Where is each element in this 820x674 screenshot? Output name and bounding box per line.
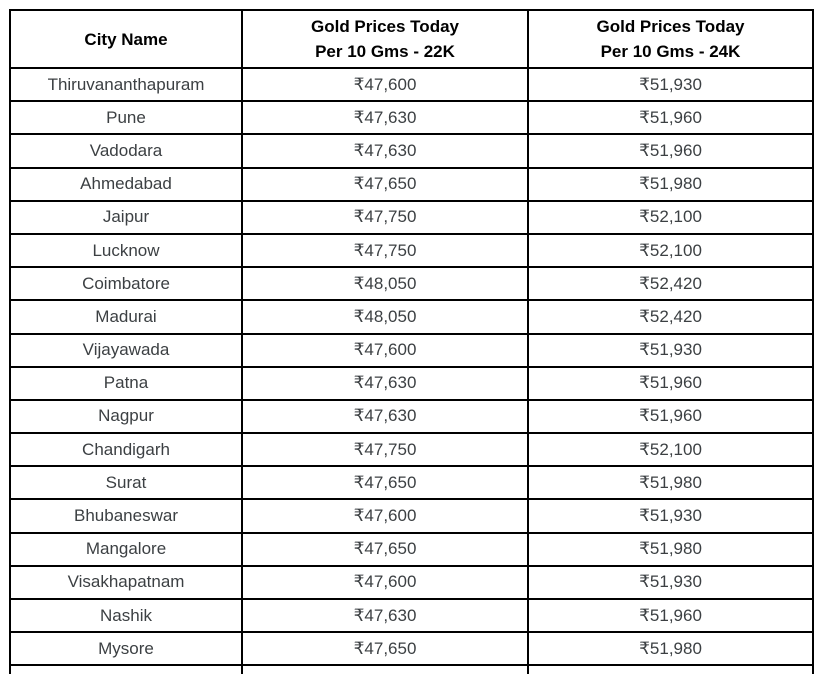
table-row: Mysore ₹47,650 ₹51,980	[9, 631, 814, 667]
price-22k-cell: ₹47,650	[241, 166, 529, 202]
city-cell: Vijayawada	[9, 332, 243, 368]
header-22k-line1: Gold Prices Today	[310, 17, 459, 36]
city-cell: Thiruvananthapuram	[9, 66, 243, 103]
price-22k-cell: ₹47,600	[241, 332, 529, 368]
table-body: Thiruvananthapuram ₹47,600 ₹51,930 Pune …	[9, 66, 814, 674]
city-cell: Surat	[9, 465, 243, 501]
price-24k-cell: ₹51,960	[527, 597, 814, 634]
table-row	[9, 664, 814, 674]
city-cell: Ahmedabad	[9, 166, 243, 202]
price-24k-cell: ₹51,980	[527, 631, 814, 667]
city-cell	[9, 664, 243, 674]
price-24k-cell: ₹51,930	[527, 564, 814, 601]
price-24k-cell: ₹51,930	[527, 66, 814, 103]
table-row: Jaipur ₹47,750 ₹52,100	[9, 199, 814, 235]
price-24k-cell: ₹52,100	[527, 432, 814, 468]
price-24k-cell	[527, 664, 814, 674]
table-row: Nagpur ₹47,630 ₹51,960	[9, 398, 814, 435]
price-24k-cell: ₹51,960	[527, 100, 814, 136]
header-22k: Gold Prices Today Per 10 Gms - 22K	[241, 9, 529, 69]
header-city-name: City Name	[9, 9, 243, 69]
price-24k-cell: ₹51,930	[527, 498, 814, 534]
table-row: Vadodara ₹47,630 ₹51,960	[9, 133, 814, 169]
price-22k-cell: ₹48,050	[241, 266, 529, 302]
city-cell: Nashik	[9, 597, 243, 634]
price-24k-cell: ₹52,100	[527, 199, 814, 235]
table-row: Coimbatore ₹48,050 ₹52,420	[9, 266, 814, 302]
price-24k-cell: ₹51,960	[527, 365, 814, 401]
price-24k-cell: ₹51,980	[527, 531, 814, 567]
city-cell: Madurai	[9, 299, 243, 335]
table-row: Nashik ₹47,630 ₹51,960	[9, 597, 814, 634]
price-22k-cell: ₹47,630	[241, 100, 529, 136]
city-cell: Nagpur	[9, 398, 243, 435]
header-24k: Gold Prices Today Per 10 Gms - 24K	[527, 9, 814, 69]
table-row: Ahmedabad ₹47,650 ₹51,980	[9, 166, 814, 202]
price-22k-cell: ₹47,750	[241, 232, 529, 269]
header-city-label: City Name	[84, 29, 168, 49]
price-22k-cell: ₹47,650	[241, 531, 529, 567]
price-22k-cell: ₹47,750	[241, 432, 529, 468]
table-row: Pune ₹47,630 ₹51,960	[9, 100, 814, 136]
price-24k-cell: ₹51,960	[527, 398, 814, 435]
price-22k-cell: ₹48,050	[241, 299, 529, 335]
table-row: Chandigarh ₹47,750 ₹52,100	[9, 432, 814, 468]
city-cell: Lucknow	[9, 232, 243, 269]
city-cell: Vadodara	[9, 133, 243, 169]
price-24k-cell: ₹51,980	[527, 465, 814, 501]
price-22k-cell: ₹47,630	[241, 133, 529, 169]
price-22k-cell	[241, 664, 529, 674]
header-row: City Name Gold Prices Today Per 10 Gms -…	[9, 9, 814, 69]
price-22k-cell: ₹47,600	[241, 564, 529, 601]
city-cell: Visakhapatnam	[9, 564, 243, 601]
city-cell: Bhubaneswar	[9, 498, 243, 534]
price-22k-cell: ₹47,630	[241, 398, 529, 435]
price-22k-cell: ₹47,630	[241, 597, 529, 634]
header-24k-line1: Gold Prices Today	[596, 17, 745, 36]
city-cell: Mysore	[9, 631, 243, 667]
header-22k-line2: Per 10 Gms - 22K	[315, 42, 455, 61]
city-cell: Patna	[9, 365, 243, 401]
price-24k-cell: ₹51,960	[527, 133, 814, 169]
city-cell: Coimbatore	[9, 266, 243, 302]
price-22k-cell: ₹47,650	[241, 465, 529, 501]
table-row: Madurai ₹48,050 ₹52,420	[9, 299, 814, 335]
table-row: Mangalore ₹47,650 ₹51,980	[9, 531, 814, 567]
header-24k-line2: Per 10 Gms - 24K	[600, 42, 741, 61]
table-row: Bhubaneswar ₹47,600 ₹51,930	[9, 498, 814, 534]
city-cell: Mangalore	[9, 531, 243, 567]
table-row: Patna ₹47,630 ₹51,960	[9, 365, 814, 401]
table-row: Visakhapatnam ₹47,600 ₹51,930	[9, 564, 814, 601]
price-24k-cell: ₹52,420	[527, 266, 814, 302]
price-22k-cell: ₹47,650	[241, 631, 529, 667]
table-row: Lucknow ₹47,750 ₹52,100	[9, 232, 814, 269]
city-cell: Jaipur	[9, 199, 243, 235]
city-cell: Chandigarh	[9, 432, 243, 468]
price-22k-cell: ₹47,750	[241, 199, 529, 235]
price-22k-cell: ₹47,630	[241, 365, 529, 401]
city-cell: Pune	[9, 100, 243, 136]
price-22k-cell: ₹47,600	[241, 498, 529, 534]
table-row: Vijayawada ₹47,600 ₹51,930	[9, 332, 814, 368]
gold-prices-table: City Name Gold Prices Today Per 10 Gms -…	[9, 9, 814, 674]
price-24k-cell: ₹51,930	[527, 332, 814, 368]
price-22k-cell: ₹47,600	[241, 66, 529, 103]
price-24k-cell: ₹51,980	[527, 166, 814, 202]
table-header: City Name Gold Prices Today Per 10 Gms -…	[9, 9, 814, 69]
table-row: Thiruvananthapuram ₹47,600 ₹51,930	[9, 66, 814, 103]
table-row: Surat ₹47,650 ₹51,980	[9, 465, 814, 501]
price-24k-cell: ₹52,420	[527, 299, 814, 335]
price-24k-cell: ₹52,100	[527, 232, 814, 269]
